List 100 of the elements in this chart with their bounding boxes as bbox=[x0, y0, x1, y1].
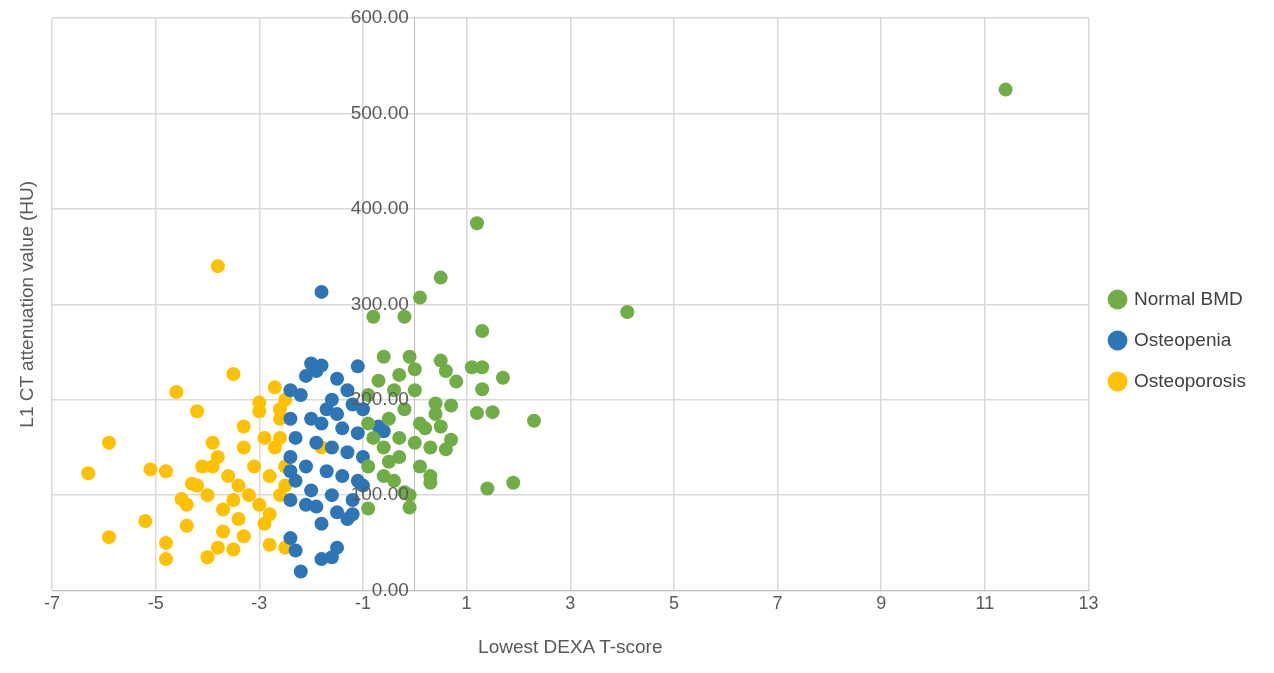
point bbox=[444, 398, 459, 413]
point bbox=[340, 445, 355, 460]
y-tick-label: 500.00 bbox=[350, 101, 409, 123]
point bbox=[392, 449, 407, 464]
point bbox=[267, 380, 282, 395]
point bbox=[257, 516, 272, 531]
point bbox=[236, 440, 251, 455]
point bbox=[262, 537, 277, 552]
point bbox=[366, 309, 381, 324]
x-tick-label: 9 bbox=[876, 593, 887, 614]
point bbox=[412, 459, 427, 474]
point bbox=[143, 462, 158, 477]
point bbox=[293, 564, 308, 579]
x-tick-label: 3 bbox=[565, 593, 576, 614]
point bbox=[376, 349, 391, 364]
point bbox=[480, 481, 495, 496]
point bbox=[241, 488, 256, 503]
point bbox=[298, 497, 313, 512]
y-tick-label: 300.00 bbox=[350, 292, 409, 314]
point bbox=[495, 370, 510, 385]
legend-label: Osteoporosis bbox=[1134, 369, 1247, 391]
point bbox=[262, 469, 277, 484]
point bbox=[319, 464, 334, 479]
point bbox=[273, 430, 288, 445]
point bbox=[252, 497, 267, 512]
point bbox=[412, 416, 427, 431]
point bbox=[475, 324, 490, 339]
point bbox=[231, 512, 246, 527]
point bbox=[433, 270, 448, 285]
x-tick-label: 7 bbox=[772, 593, 783, 614]
y-axis-title: L1 CT attenuation value (HU) bbox=[16, 180, 38, 428]
point bbox=[210, 259, 225, 274]
point bbox=[247, 459, 262, 474]
point bbox=[438, 442, 453, 457]
point bbox=[324, 440, 339, 455]
x-axis-title: Lowest DEXA T-score bbox=[478, 635, 663, 657]
point bbox=[620, 304, 635, 319]
point bbox=[469, 216, 484, 231]
point bbox=[407, 435, 422, 450]
point bbox=[438, 364, 453, 379]
point bbox=[309, 435, 324, 450]
x-tick-label: -5 bbox=[147, 593, 164, 614]
point bbox=[288, 543, 303, 558]
point bbox=[304, 411, 319, 426]
point bbox=[236, 529, 251, 544]
point bbox=[298, 368, 313, 383]
x-tick-label: 13 bbox=[1078, 593, 1099, 614]
point bbox=[407, 362, 422, 377]
y-tick-label: 600.00 bbox=[350, 6, 409, 28]
x-tick-label: -7 bbox=[43, 593, 61, 614]
x-tick-label: -1 bbox=[354, 593, 371, 614]
point bbox=[464, 360, 479, 375]
legend-label: Osteopenia bbox=[1134, 328, 1232, 350]
point bbox=[469, 406, 484, 421]
point bbox=[319, 402, 334, 417]
point bbox=[179, 497, 194, 512]
point bbox=[283, 383, 298, 398]
point bbox=[392, 367, 407, 382]
point bbox=[102, 435, 117, 450]
point bbox=[402, 500, 417, 515]
point bbox=[184, 476, 199, 491]
point bbox=[252, 404, 267, 419]
point bbox=[475, 382, 490, 397]
point bbox=[216, 502, 231, 517]
point bbox=[205, 435, 220, 450]
y-tick-label: 0.00 bbox=[371, 578, 409, 600]
point bbox=[412, 290, 427, 305]
y-tick-label: 400.00 bbox=[350, 197, 409, 219]
point bbox=[506, 475, 521, 490]
point bbox=[314, 516, 329, 531]
point bbox=[330, 505, 345, 520]
point bbox=[283, 411, 298, 426]
point bbox=[402, 349, 417, 364]
point bbox=[335, 469, 350, 484]
point bbox=[205, 459, 220, 474]
point bbox=[81, 466, 96, 481]
point bbox=[314, 284, 329, 299]
point bbox=[449, 374, 464, 389]
point bbox=[304, 483, 319, 498]
x-tick-label: -3 bbox=[251, 593, 268, 614]
point bbox=[288, 430, 303, 445]
point bbox=[283, 464, 298, 479]
point bbox=[330, 540, 345, 555]
point bbox=[293, 387, 308, 402]
point bbox=[159, 535, 174, 550]
point bbox=[350, 426, 365, 441]
point bbox=[397, 309, 412, 324]
point bbox=[226, 492, 241, 507]
point bbox=[330, 371, 345, 386]
point bbox=[190, 404, 205, 419]
point bbox=[366, 430, 381, 445]
point bbox=[314, 416, 329, 431]
point bbox=[169, 385, 184, 400]
point bbox=[159, 464, 174, 479]
point bbox=[433, 419, 448, 434]
point bbox=[485, 405, 500, 420]
point bbox=[381, 454, 396, 469]
point bbox=[159, 552, 174, 567]
point bbox=[257, 430, 272, 445]
point bbox=[392, 430, 407, 445]
